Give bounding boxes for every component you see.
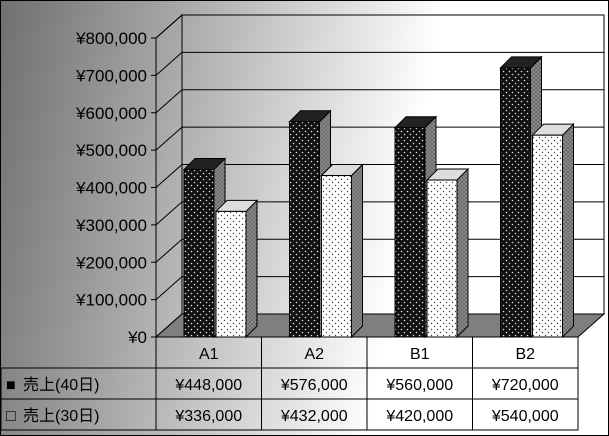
data-label: ¥448,000: [174, 377, 242, 394]
y-tick-label: ¥0: [127, 328, 147, 347]
category-label: B2: [515, 346, 535, 363]
y-tick-label: ¥800,000: [75, 29, 147, 48]
gridline-side: [155, 164, 183, 188]
legend-key-1: ■: [6, 377, 16, 394]
bar-side: [245, 199, 258, 339]
y-axis-tick-labels: ¥0 ¥100,000 ¥200,000 ¥300,000 ¥400,000 ¥500,0…: [75, 29, 156, 347]
bars: [182, 55, 575, 339]
legend-key-2: □: [6, 408, 16, 425]
category-label: A1: [199, 346, 219, 363]
data-label: ¥432,000: [280, 408, 348, 425]
y-tick-label: ¥500,000: [75, 141, 147, 160]
bar-side: [456, 167, 469, 339]
bar-side: [562, 122, 574, 339]
y-tick-label: ¥700,000: [75, 66, 147, 85]
bar-1-A1: [183, 169, 215, 338]
bar-1-B2: [500, 67, 531, 338]
y-tick-label: ¥400,000: [75, 179, 147, 198]
data-label: ¥576,000: [280, 377, 348, 394]
bar-1-A2: [289, 121, 320, 338]
data-label: ¥560,000: [385, 377, 453, 394]
y-tick-label: ¥100,000: [75, 291, 147, 310]
data-label: ¥720,000: [491, 377, 559, 394]
data-label: ¥420,000: [385, 408, 453, 425]
y-tick-label: ¥600,000: [75, 104, 147, 123]
bar-2-B1: [426, 179, 458, 338]
gridline-side: [155, 14, 183, 39]
bar-side: [351, 163, 363, 339]
gridline-side: [155, 89, 183, 114]
gridline-side: [155, 126, 183, 151]
series-name: 売上(40日): [23, 376, 99, 394]
bar-2-B2: [532, 134, 563, 338]
gridline-side: [155, 201, 183, 226]
y-tick-label: ¥300,000: [75, 216, 147, 235]
bar-2-A1: [215, 210, 247, 338]
gridline-side: [155, 52, 183, 76]
bar-1-B1: [394, 127, 426, 338]
bar-2-A2: [321, 175, 352, 338]
data-label: ¥540,000: [491, 408, 559, 425]
category-label: B1: [410, 346, 430, 363]
data-table: A1 A2 B1 B2 ■ 売上(40日) ¥448,000 ¥576,000 ¥560,000…: [1, 336, 579, 431]
y-tick-label: ¥200,000: [75, 253, 147, 272]
data-label: ¥336,000: [174, 408, 242, 425]
gridline-side: [155, 238, 183, 263]
category-label: A2: [304, 346, 324, 363]
series-name: 売上(30日): [23, 407, 99, 425]
gridline-side: [155, 276, 183, 300]
